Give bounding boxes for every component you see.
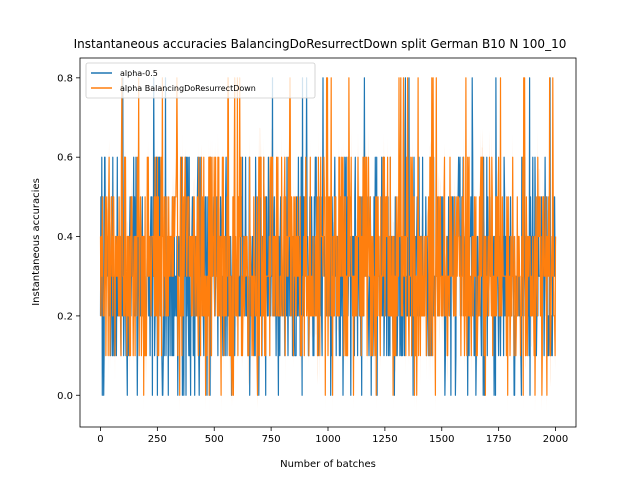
x-tick-label: 0 [97, 434, 103, 445]
y-tick-label: 0.4 [57, 232, 73, 243]
y-axis-label: Instantaneous accuracies [31, 178, 42, 306]
y-tick-label: 0.0 [57, 391, 73, 402]
x-tick-label: 250 [148, 434, 167, 445]
series-layer [99, 77, 557, 396]
plot-area [79, 57, 577, 428]
series-line-balancing [99, 77, 557, 396]
y-axis: 0.0 0.2 0.4 0.6 0.8 [57, 73, 80, 402]
x-axis: 0 250 500 750 1000 1250 1500 1750 2000 [97, 427, 568, 445]
x-tick-label: 2000 [543, 434, 568, 445]
x-tick-label: 1250 [372, 434, 397, 445]
y-tick-label: 0.6 [57, 153, 73, 164]
x-tick-label: 750 [262, 434, 281, 445]
legend-label-alpha-0-5: alpha-0.5 [120, 69, 158, 78]
x-tick-label: 500 [205, 434, 224, 445]
y-tick-label: 0.8 [57, 73, 73, 84]
x-axis-label: Number of batches [280, 459, 376, 470]
chart-title: Instantaneous accuracies BalancingDoResu… [74, 37, 567, 51]
x-tick-label: 1750 [486, 434, 511, 445]
y-tick-label: 0.2 [57, 311, 73, 322]
legend-box [85, 62, 316, 99]
legend: alpha-0.5 alpha BalancingDoResurrectDown [85, 62, 316, 99]
x-tick-label: 1000 [315, 434, 340, 445]
x-tick-label: 1500 [429, 434, 454, 445]
legend-label-balancing: alpha BalancingDoResurrectDown [120, 84, 256, 93]
